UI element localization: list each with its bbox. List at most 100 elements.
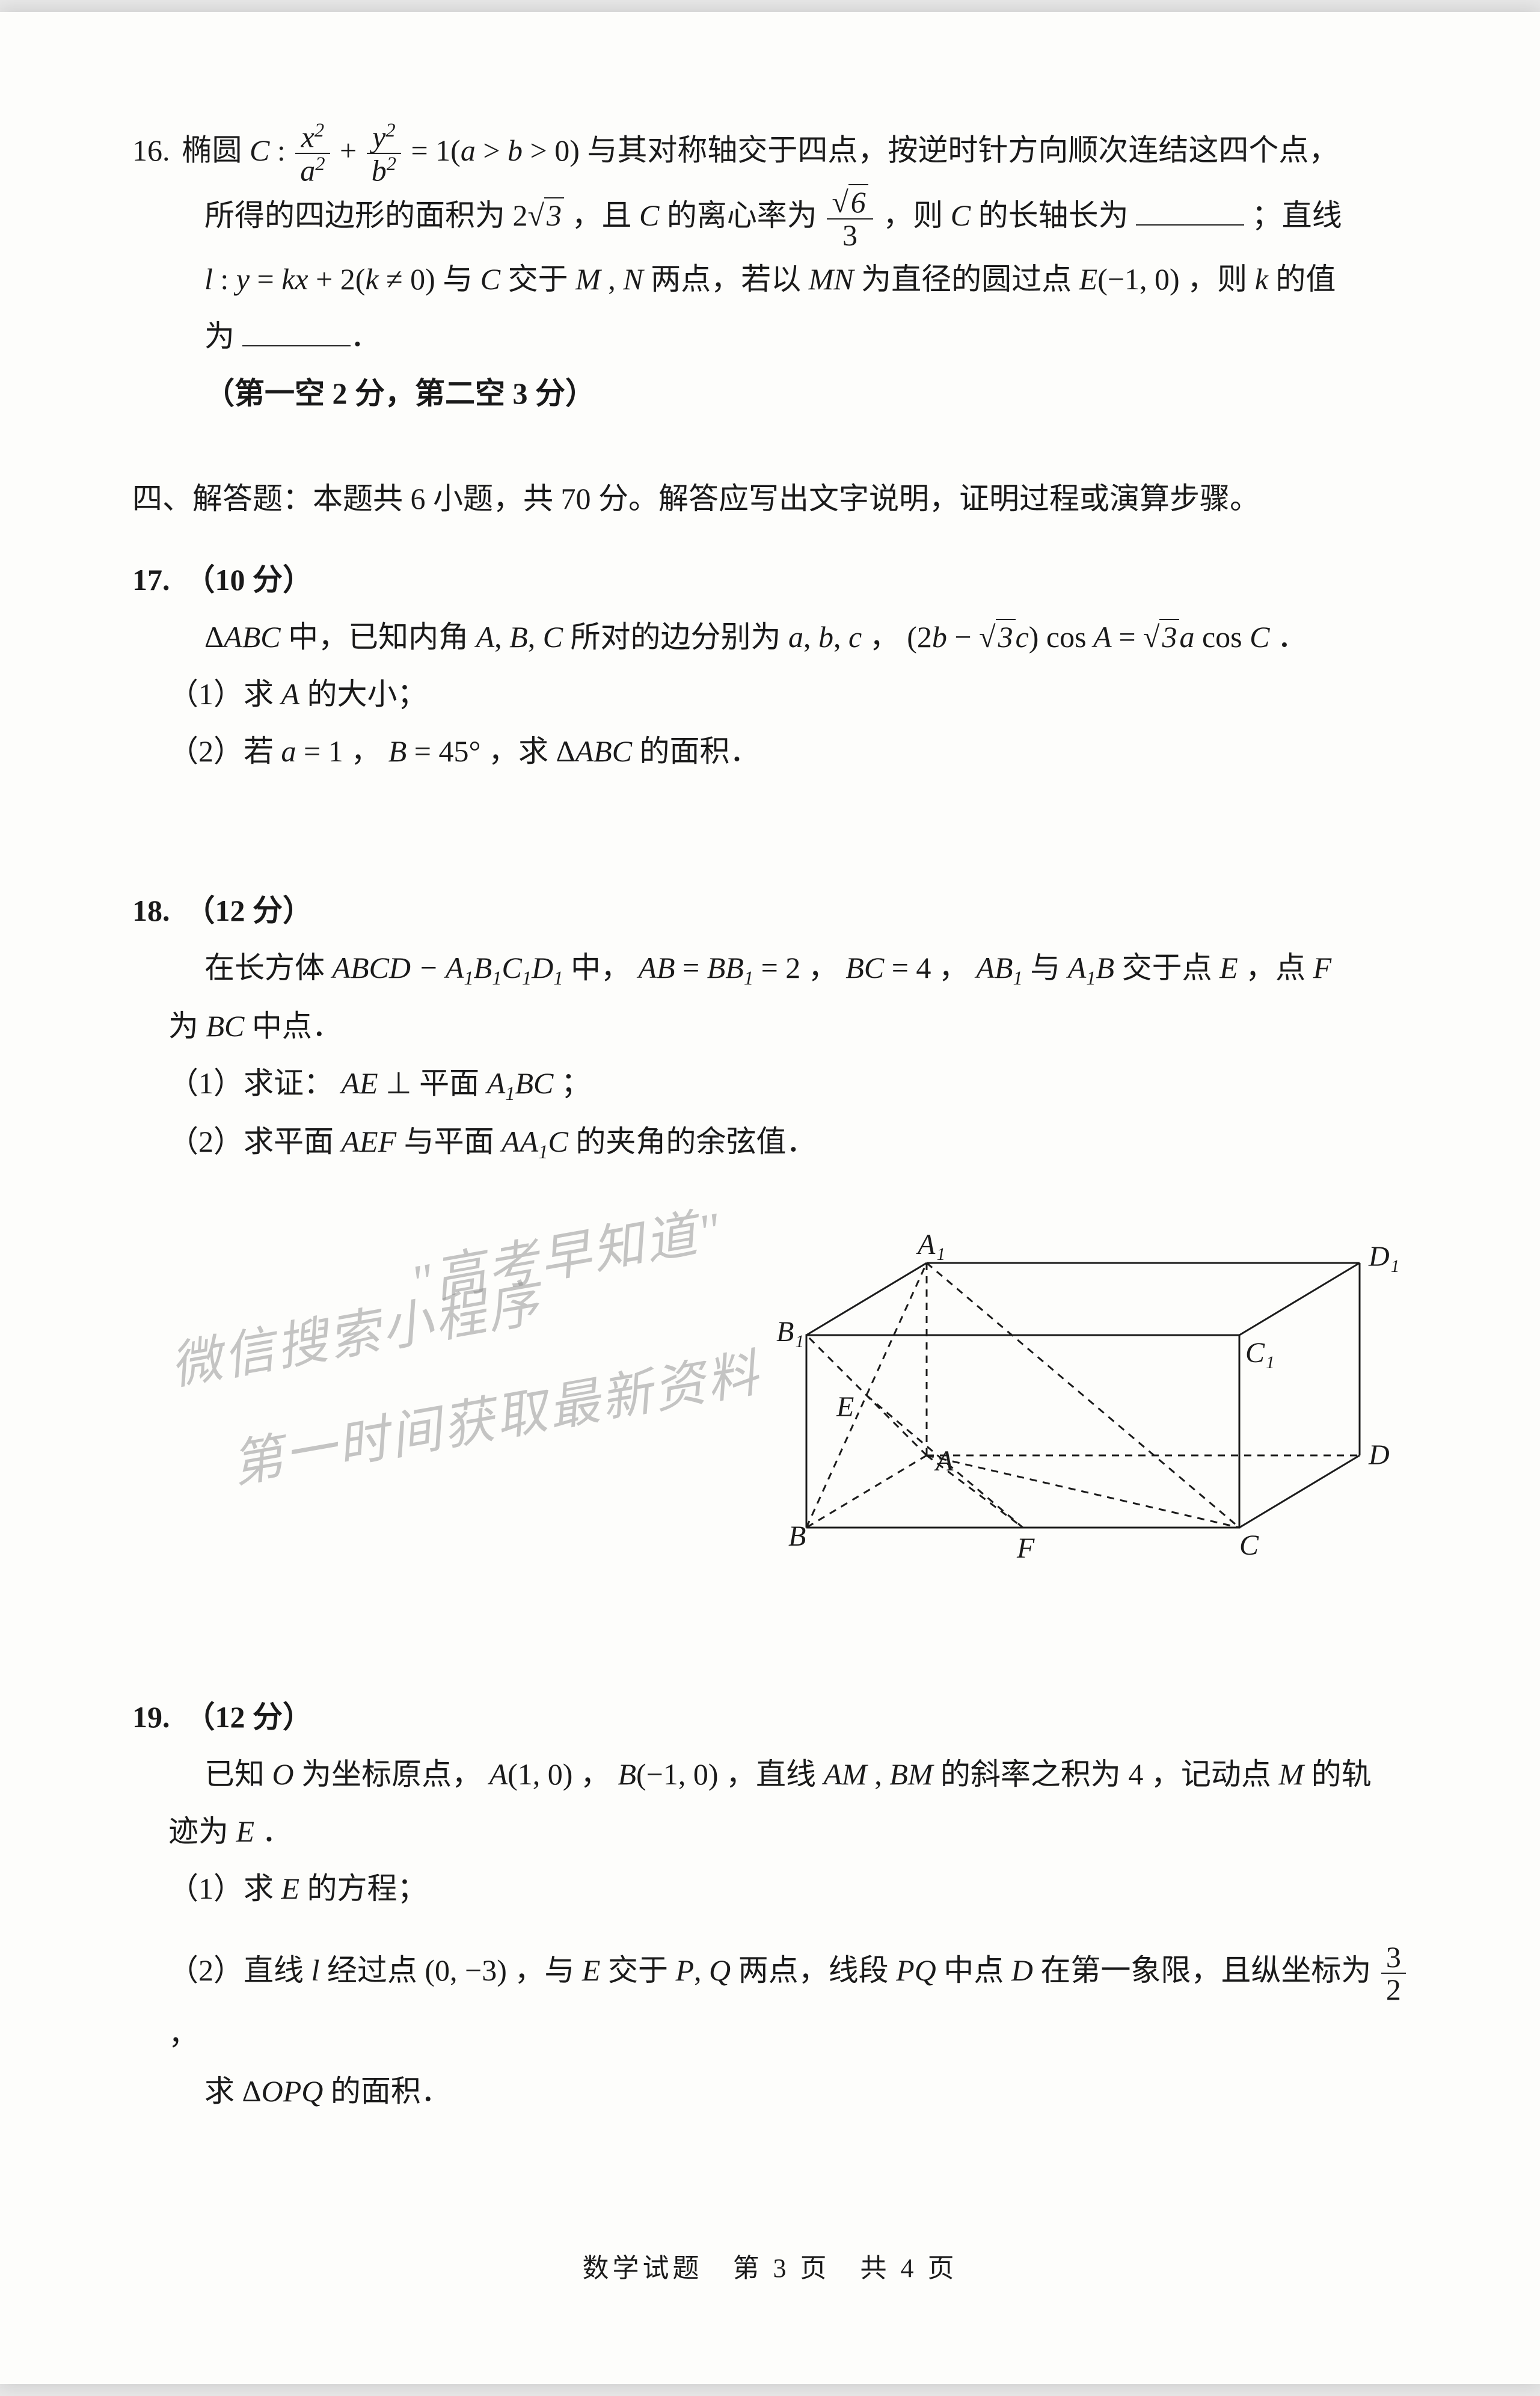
q16-number: 16. — [132, 122, 174, 179]
q19-text: 的轨 — [1311, 1757, 1372, 1791]
plane-aa1c: AA1C — [502, 1125, 568, 1158]
problem-19: 19. （12 分） 已知 O 为坐标原点， A(1, 0) ， B(−1, 0… — [132, 1689, 1420, 2120]
q18-text: 与 — [1030, 951, 1060, 985]
q18-header: 18. （12 分） — [132, 882, 1420, 939]
q17-text: ， — [351, 734, 381, 768]
frac-32: 32 — [1379, 1953, 1408, 1987]
q16-text: 两点，若以 — [651, 262, 801, 296]
q18-part1: （1）求证： AE ⊥ 平面 A1BC ； — [132, 1055, 1420, 1113]
spacer — [132, 1917, 1420, 1941]
q17-text: ， — [870, 620, 900, 654]
q17-header: 17. （10 分） — [132, 551, 1420, 609]
q16-text: 椭圆 — [182, 134, 242, 167]
q18-text: ， — [939, 951, 969, 985]
q19-text: （2）直线 — [168, 1953, 304, 1987]
q16-text: 为 — [204, 319, 235, 353]
vertex-E: E — [836, 1391, 854, 1423]
plane-a1bc: A1BC — [487, 1066, 554, 1100]
q16-text: 所得的四边形的面积为 — [204, 198, 505, 232]
point-E: E(−1, 0) — [1079, 262, 1180, 296]
eccentricity: 63 — [824, 198, 883, 232]
q17-equation: (2b − 3c) cos A = 3a cos C — [907, 620, 1269, 654]
q17-text: ，求 — [488, 734, 548, 768]
triangle-abc: ΔABC — [556, 734, 632, 768]
q18-line2: 为 BC 中点． — [132, 998, 1420, 1055]
q16-text: ，且 — [571, 198, 631, 232]
q19-text: 经过点 — [327, 1953, 417, 1987]
q16-note: （第一空 2 分，第二空 3 分） — [132, 365, 1420, 422]
point-03: (0, −3) — [425, 1953, 507, 1987]
label-C: C — [951, 198, 971, 232]
section-4-title: 四、解答题：本题共 6 小题，共 70 分。解答应写出文字说明，证明过程或演算步… — [132, 470, 1420, 527]
a1b: A1B — [1068, 951, 1114, 985]
q19-line2: 迹为 E ． — [132, 1803, 1420, 1860]
q19-text: 求 — [204, 2074, 235, 2108]
q18-text: 平面 — [419, 1066, 479, 1100]
q19-part3: 求 ΔOPQ 的面积． — [132, 2063, 1420, 2120]
blank-1 — [1136, 192, 1244, 226]
vertex-F: F — [1016, 1532, 1035, 1564]
problem-16: 16. 椭圆 C : x2a2 + y2b2 = 1(a > b > 0) 与其… — [132, 120, 1420, 422]
q19-text: ， — [580, 1757, 610, 1791]
q17-text: （2）若 — [168, 734, 274, 768]
q17-text: 的大小； — [307, 677, 428, 711]
bc-eq: BC = 4 — [845, 951, 931, 985]
q19-text: 为坐标原点， — [301, 1757, 482, 1791]
q19-text: 迹为 — [168, 1814, 229, 1848]
q18-text: 中， — [571, 951, 631, 985]
label-O: O — [272, 1757, 294, 1791]
vertex-D1: D₁ — [1368, 1241, 1399, 1273]
label-D: D — [1011, 1953, 1033, 1987]
lines-am-bm: AM , BM — [824, 1757, 933, 1791]
blank-2 — [242, 313, 351, 346]
label-E: E — [1219, 951, 1238, 985]
label-MN: MN — [809, 262, 854, 296]
q16-line2: 所得的四边形的面积为 23 ，且 C 的离心率为 63 ，则 C 的长轴长为 ；… — [132, 186, 1420, 251]
q17-line1: ΔABC 中，已知内角 A, B, C 所对的边分别为 a, b, c ， (2… — [132, 609, 1420, 666]
vertex-A1: A₁ — [916, 1229, 945, 1261]
problem-18: 18. （12 分） 在长方体 ABCD − A1B1C1D1 中， AB = … — [132, 882, 1420, 1171]
q17-part1: （1）求 A 的大小； — [132, 666, 1420, 723]
angles: A, B, C — [476, 620, 563, 654]
cuboid-diagram: B C D A B₁ C₁ D₁ A₁ E F — [758, 1191, 1420, 1582]
sides: a, b, c — [788, 620, 862, 654]
label-MN: M , N — [575, 262, 643, 296]
q19-line1: 已知 O 为坐标原点， A(1, 0) ， B(−1, 0) ，直线 AM , … — [132, 1746, 1420, 1803]
q19-text: ， — [168, 2017, 198, 2051]
vertex-C: C — [1239, 1529, 1259, 1561]
vertex-A: A — [934, 1445, 954, 1477]
q19-text: 两点，线段 — [738, 1953, 889, 1987]
label-PQ: PQ — [896, 1953, 936, 1987]
q19-text: 已知 — [204, 1757, 265, 1791]
q18-text: （1）求证： — [168, 1066, 334, 1100]
label-E: E — [582, 1953, 601, 1987]
q16-text: ，则 — [883, 198, 943, 232]
vertex-D: D — [1368, 1439, 1390, 1471]
q19-text: 的方程； — [307, 1872, 428, 1905]
q19-text: 的面积． — [331, 2074, 451, 2108]
point-A: A(1, 0) — [489, 1757, 573, 1791]
q19-part2: （2）直线 l 经过点 (0, −3) ，与 E 交于 P, Q 两点，线段 P… — [132, 1941, 1420, 2063]
cuboid-label: ABCD − A1B1C1D1 — [333, 951, 563, 985]
q17-part2: （2）若 a = 1 ， B = 45° ，求 ΔABC 的面积． — [132, 723, 1420, 780]
label-A: A — [281, 677, 300, 711]
q19-text: ． — [262, 1814, 292, 1848]
plane-aef: AEF — [342, 1125, 397, 1158]
label-BC: BC — [206, 1009, 245, 1043]
q18-part2: （2）求平面 AEF 与平面 AA1C 的夹角的余弦值． — [132, 1113, 1420, 1172]
q19-part1: （1）求 E 的方程； — [132, 1860, 1420, 1917]
q18-text: ； — [561, 1066, 591, 1100]
ab1: AB1 — [976, 951, 1022, 985]
label-E: E — [236, 1814, 255, 1848]
triangle-opq: ΔOPQ — [242, 2074, 324, 2108]
q17-text: ． — [1277, 620, 1307, 654]
q16-text: ；直线 — [1252, 198, 1342, 232]
q17-text: 中，已知内角 — [288, 620, 468, 654]
q16-line1: 16. 椭圆 C : x2a2 + y2b2 = 1(a > b > 0) 与其… — [132, 120, 1420, 186]
point-B: B(−1, 0) — [618, 1757, 718, 1791]
spacer — [132, 828, 1420, 882]
label-E: E — [281, 1872, 300, 1905]
problem-17: 17. （10 分） ΔABC 中，已知内角 A, B, C 所对的边分别为 a… — [132, 551, 1420, 780]
q18-line1: 在长方体 ABCD − A1B1C1D1 中， AB = BB1 = 2 ， B… — [132, 939, 1420, 998]
q18-text: 的夹角的余弦值． — [575, 1125, 816, 1158]
